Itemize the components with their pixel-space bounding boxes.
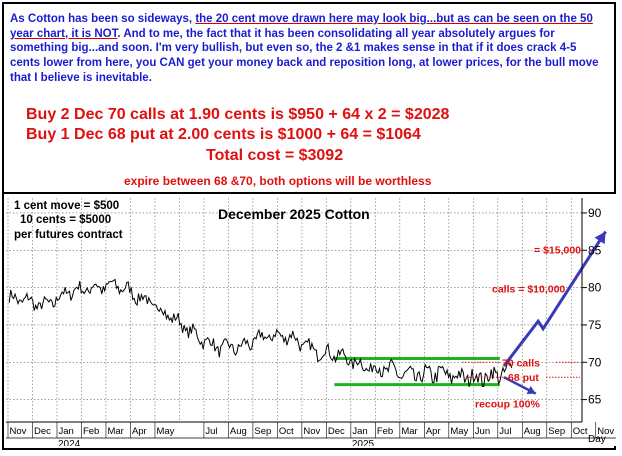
target-mid-label: calls = $10,000: [492, 283, 565, 295]
x-tick-label: Jan: [58, 426, 73, 437]
x-tick-label: Aug: [524, 426, 541, 437]
x-tick-label: Jan: [352, 426, 367, 437]
x-tick-label: Jun: [475, 426, 490, 437]
trade-total-cost: Total cost = $3092: [206, 147, 344, 164]
price-series: [8, 278, 513, 388]
x-tick-label: May: [156, 426, 174, 437]
x-tick-label: Nov: [10, 426, 27, 437]
x-tick-label: Feb: [83, 426, 99, 437]
x-tick-label: Apr: [132, 426, 147, 437]
x-tick-label: May: [450, 426, 468, 437]
calls-label: 70 calls: [502, 357, 540, 369]
x-tick-label: Nov: [303, 426, 320, 437]
trade-expire-note: expire between 68 &70, both options will…: [124, 174, 432, 188]
x-tick-label: Oct: [573, 426, 588, 437]
put-label: 68 put: [508, 372, 539, 384]
x-tick-label: Nov: [597, 426, 614, 437]
y-tick-label: 80: [588, 281, 602, 295]
x-tick-label: Oct: [279, 426, 294, 437]
x-tick-label: Sep: [548, 426, 565, 437]
panel-divider: [4, 192, 614, 194]
year-label-2025: 2025: [352, 439, 375, 446]
band-lines: [334, 357, 500, 387]
chart-axes: 65 70 75 80 85 90 Nov Dec Jan Feb Mar Apr May Jul Aug S…: [6, 198, 616, 446]
note-per-contract: per futures contract: [14, 229, 123, 241]
note-cent-move: 1 cent move = $500: [14, 200, 120, 212]
trade-line-calls: Buy 2 Dec 70 calls at 1.90 cents is $950…: [26, 106, 450, 123]
y-tick-label: 65: [588, 393, 602, 407]
y-tick-label: 70: [588, 355, 602, 369]
commentary-part-3: . And to me, the fact that it has been c…: [10, 27, 599, 84]
x-tick-label: Mar: [107, 426, 123, 437]
x-tick-label: Aug: [230, 426, 247, 437]
price-chart: 65 70 75 80 85 90 Nov Dec Jan Feb Mar Apr May Jul Aug S…: [4, 194, 616, 446]
x-tick-label: Dec: [328, 426, 345, 437]
upside-arrowhead: [594, 231, 606, 245]
price-line: [8, 278, 513, 388]
x-tick-label: Jul: [205, 426, 217, 437]
x-tick-label: Sep: [254, 426, 271, 437]
commentary-panel: As Cotton has been so sideways, the 20 c…: [4, 4, 614, 190]
x-tick-label: Apr: [426, 426, 441, 437]
x-tick-label: Jul: [499, 426, 511, 437]
commentary-part-1: As Cotton has been so sideways,: [10, 13, 196, 25]
chart-background: [4, 194, 616, 446]
downside-arrowhead: [526, 385, 536, 394]
trade-line-put: Buy 1 Dec 68 put at 2.00 cents is $1000 …: [26, 126, 421, 143]
target-high-label: = $15,000: [534, 245, 581, 257]
y-tick-label: 90: [588, 206, 602, 220]
x-tick-label: Mar: [401, 426, 417, 437]
year-label-2024: 2024: [58, 439, 81, 446]
upside-projection-line: [502, 230, 607, 367]
x-tick-label: Feb: [377, 426, 393, 437]
note-ten-cents: 10 cents = $5000: [20, 214, 112, 226]
commentary-text: As Cotton has been so sideways, the 20 c…: [10, 12, 608, 86]
y-tick-label: 85: [588, 243, 602, 257]
x-tick-label: Dec: [34, 426, 51, 437]
x-axis-label: Day: [588, 434, 606, 445]
chart-annotations: = $15,000 calls = $10,000 recoup 100% 70 ca…: [462, 245, 581, 410]
y-tick-label: 75: [588, 318, 602, 332]
chart-title: December 2025 Cotton: [218, 206, 370, 222]
recoup-label: recoup 100%: [475, 398, 540, 410]
commentary-underlined: the 20 cent move drawn here may look big…: [10, 13, 593, 40]
projection-arrows: [502, 230, 607, 395]
